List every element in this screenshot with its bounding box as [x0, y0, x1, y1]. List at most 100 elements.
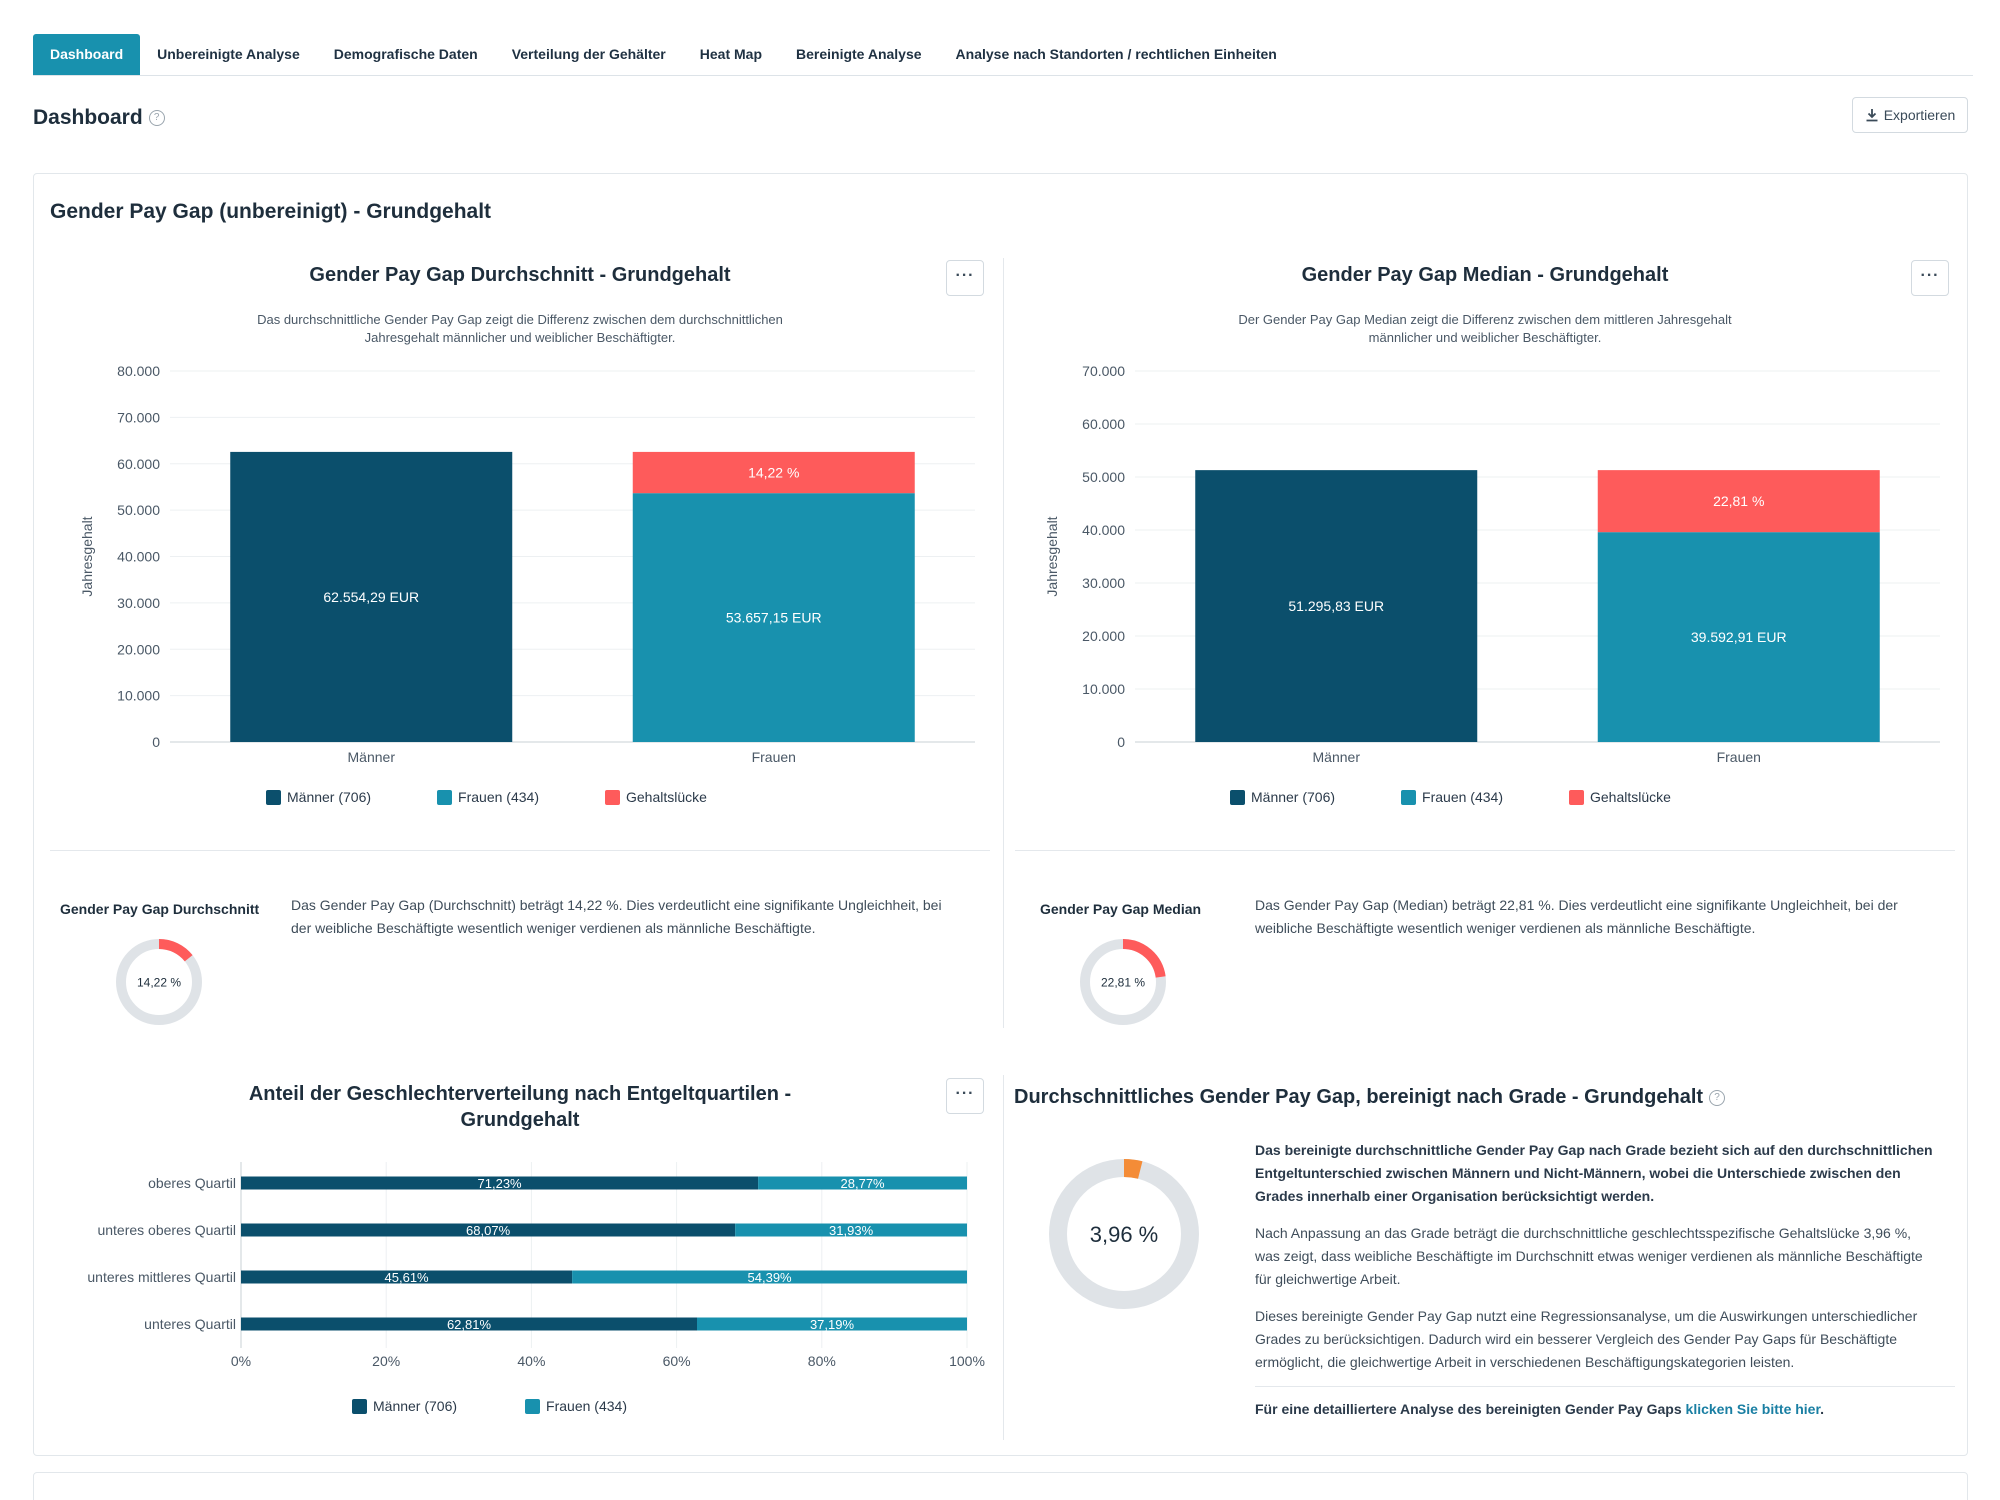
legend-item-gap-median[interactable]: Gehaltslücke — [1568, 789, 1671, 805]
legend-swatch-women-median — [1401, 789, 1417, 805]
gap-median-donut: 22,81 % — [1080, 939, 1166, 1025]
legend-item-men[interactable]: Männer (706) — [266, 789, 371, 805]
gap-median-donut-value: 22,81 % — [1101, 975, 1145, 989]
bar-label-women: 39.592,91 EUR — [1691, 629, 1787, 645]
adjusted-paragraph-2: Nach Anpassung an das Grade beträgt die … — [1255, 1222, 1955, 1291]
legend-label-women-quartile: Frauen (434) — [546, 1398, 627, 1414]
adjusted-divider — [1255, 1386, 1955, 1387]
tab-demografische-daten[interactable]: Demografische Daten — [333, 46, 478, 62]
legend-item-men-median[interactable]: Männer (706) — [1230, 789, 1335, 805]
bar-women — [632, 493, 915, 742]
legend-label-women-median: Frauen (434) — [1422, 789, 1503, 805]
section-title: Gender Pay Gap (unbereinigt) - Grundgeha… — [50, 200, 492, 223]
chart-median-subtitle: Der Gender Pay Gap Median zeigt die Diff… — [1015, 311, 1955, 347]
x-tick-label: 60% — [663, 1353, 691, 1369]
x-tick-label: 100% — [949, 1353, 985, 1369]
legend-swatch-women-quartile — [525, 1398, 541, 1414]
bar-women — [1597, 532, 1880, 742]
adjusted-p3-line2: Grades zu berücksichtigen. Dadurch wird … — [1255, 1331, 1897, 1347]
gap-median-label: Gender Pay Gap Median — [1040, 901, 1202, 917]
adjusted-donut-arc — [1049, 1159, 1199, 1309]
gap-median-donut-arc — [1080, 939, 1166, 1025]
bar-women — [758, 1176, 967, 1190]
legend-swatch-gap — [604, 789, 620, 805]
gap-avg-text: Das Gender Pay Gap (Durchschnitt) beträg… — [291, 894, 942, 940]
quartile-title-line2: Grundgehalt — [460, 1109, 580, 1131]
y-tick-label: 30.000 — [1082, 575, 1125, 591]
chart-avg-svg: 0 10.000 20.000 30.000 40.000 50.000 60.000 70.… — [79, 363, 975, 765]
y-tick-label: 0 — [1117, 734, 1125, 750]
column-divider-top — [1003, 258, 1004, 1028]
x-tick-label: 80% — [808, 1353, 836, 1369]
y-tick-label: oberes Quartil — [148, 1175, 236, 1191]
tab-standorte[interactable]: Analyse nach Standorten / rechtlichen Ei… — [955, 46, 1277, 62]
bar-label-men: 71,23% — [478, 1176, 523, 1191]
adjusted-details-link[interactable]: klicken Sie bitte hier — [1685, 1401, 1821, 1417]
y-tick-label: 30.000 — [117, 595, 160, 611]
gap-avg-donut: 14,22 % — [116, 939, 202, 1025]
adjusted-p2-line2: was zeigt, dass weibliche Beschäftigte i… — [1255, 1248, 1923, 1264]
chart-avg-title: Gender Pay Gap Durchschnitt - Grundgehal… — [309, 264, 731, 286]
adjusted-p3-line3: ermöglicht, die gleichwertige Arbeit in … — [1255, 1354, 1795, 1370]
y-axis-label: Jahresgehalt — [1044, 516, 1060, 596]
gap-avg-donut-arc — [116, 939, 202, 1025]
chart-avg-more-button[interactable]: ··· — [946, 260, 984, 296]
bar-label-gap: 14,22 % — [748, 465, 799, 481]
chart-median-legend: Männer (706) Frauen (434) Gehaltslücke — [1230, 789, 1671, 805]
legend-swatch-men-median — [1230, 789, 1245, 805]
y-tick-label: 40.000 — [1082, 522, 1125, 538]
y-tick-label: 50.000 — [1082, 469, 1125, 485]
legend-label-men-median: Männer (706) — [1251, 789, 1336, 805]
y-tick-label: unteres oberes Quartil — [97, 1222, 236, 1238]
bar-label-gap: 22,81 % — [1713, 493, 1764, 509]
legend-label-gap: Gehaltslücke — [625, 789, 707, 805]
legend-item-gap[interactable]: Gehaltslücke — [604, 789, 707, 805]
x-tick-label: Männer — [1313, 749, 1361, 765]
tab-dashboard[interactable]: Dashboard — [33, 34, 141, 75]
bar-label-women: 28,77% — [841, 1176, 886, 1191]
x-tick-label: Männer — [348, 749, 396, 765]
export-label: Exportieren — [1883, 107, 1956, 123]
tab-bar: Dashboard Unbereinigte Analyse Demografi… — [33, 34, 1973, 76]
chart-avg-legend: Männer (706) Frauen (434) Gehaltslücke — [266, 789, 707, 805]
gap-avg-text-line1: Das Gender Pay Gap (Durchschnitt) beträg… — [291, 897, 942, 913]
adjusted-p2-line3: für gleichwertige Arbeit. — [1255, 1271, 1401, 1287]
question-circle-icon[interactable]: ? — [1709, 1089, 1726, 1106]
chart-median-svg: 0 10.000 20.000 30.000 40.000 50.000 60.000 70.… — [1044, 363, 1940, 765]
quartile-more-button[interactable]: ··· — [946, 1078, 984, 1114]
tab-verteilung-gehaelter[interactable]: Verteilung der Gehälter — [511, 46, 666, 62]
bar-women — [735, 1223, 967, 1237]
adjusted-footer-text: Für eine detailliertere Analyse des bere… — [1255, 1401, 1686, 1417]
legend-swatch-men-quartile — [352, 1398, 367, 1414]
legend-item-women-median[interactable]: Frauen (434) — [1401, 789, 1503, 805]
bar-gap — [632, 451, 915, 494]
legend-swatch-women — [437, 789, 453, 805]
dashboard-card — [33, 173, 1968, 1456]
legend-label-women: Frauen (434) — [458, 789, 539, 805]
x-tick-label: Frauen — [752, 749, 796, 765]
chart-avg-subtitle: Das durchschnittliche Gender Pay Gap zei… — [50, 311, 990, 347]
bar-gap — [1597, 470, 1880, 533]
y-tick-label: 60.000 — [117, 456, 160, 472]
tab-bereinigte-analyse[interactable]: Bereinigte Analyse — [796, 46, 922, 62]
x-tick-label: 0% — [231, 1353, 251, 1369]
chart-median-more-button[interactable]: ··· — [1911, 260, 1949, 296]
legend-item-men-quartile[interactable]: Männer (706) — [352, 1398, 457, 1414]
page-title-text: Dashboard — [33, 106, 143, 129]
adjusted-paragraph-3: Dieses bereinigte Gender Pay Gap nutzt e… — [1255, 1305, 1955, 1374]
legend-item-women[interactable]: Frauen (434) — [437, 789, 539, 805]
adjusted-donut-value: 3,96 % — [1090, 1222, 1159, 1247]
export-button[interactable]: Exportieren — [1852, 97, 1968, 133]
chart-median-subtitle-line2: männlicher und weiblicher Beschäftigter. — [1368, 330, 1602, 345]
tab-heat-map[interactable]: Heat Map — [699, 46, 762, 62]
legend-item-women-quartile[interactable]: Frauen (434) — [525, 1398, 627, 1414]
adjusted-p1-line2: Entgeltunterschied zwischen Männern und … — [1255, 1165, 1901, 1181]
tab-unbereinigte-analyse[interactable]: Unbereinigte Analyse — [157, 46, 300, 62]
legend-label-gap-median: Gehaltslücke — [1589, 789, 1671, 805]
question-circle-icon[interactable]: ? — [148, 110, 165, 126]
chart-avg-subtitle-line1: Das durchschnittliche Gender Pay Gap zei… — [257, 312, 783, 327]
quartile-chart-svg: 0% 20% 40% 60% 80% 100% oberes Quartil 71,23% 28… — [87, 1162, 985, 1369]
bar-label-women: 31,93% — [829, 1223, 874, 1238]
chart-median-title: Gender Pay Gap Median - Grundgehalt — [1301, 264, 1669, 286]
adjusted-title: Durchschnittliches Gender Pay Gap, berei… — [1014, 1086, 1726, 1109]
